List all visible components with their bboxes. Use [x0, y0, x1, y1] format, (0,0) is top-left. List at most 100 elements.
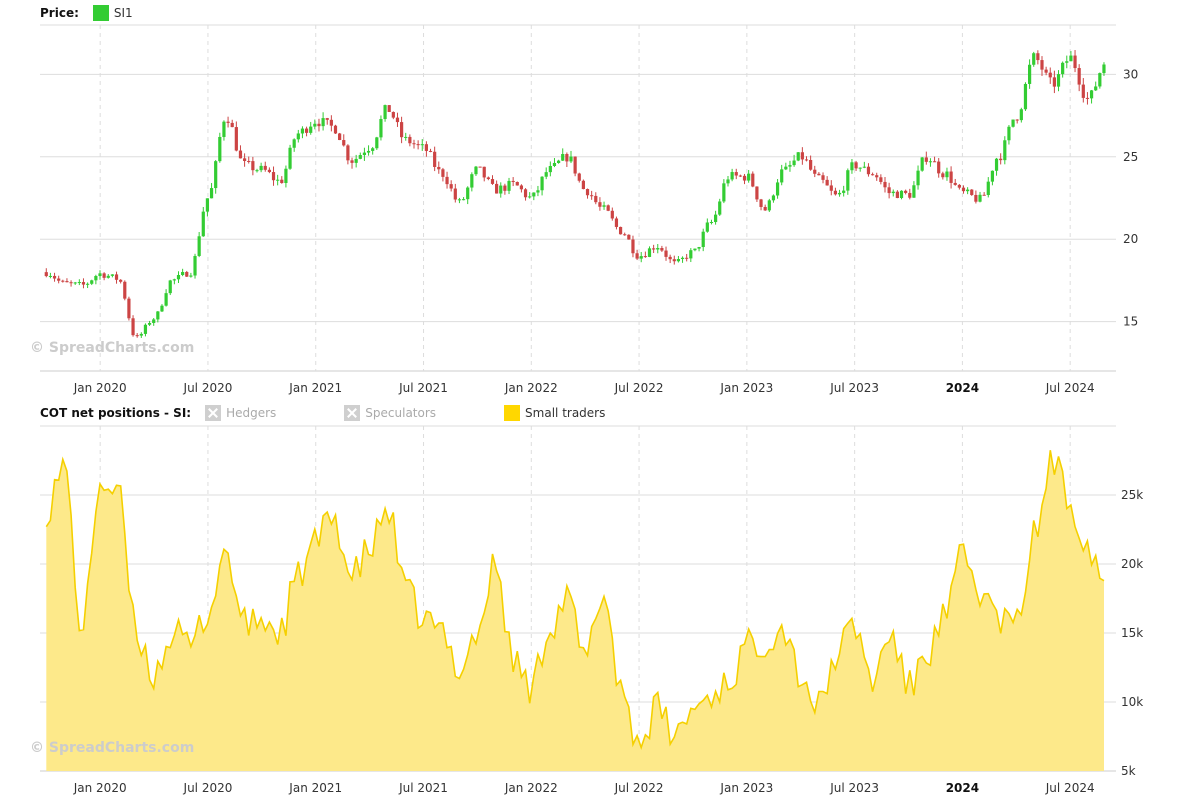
candle-body: [77, 282, 81, 284]
candle-body: [676, 259, 681, 262]
legend-swatch-si1: [92, 5, 109, 21]
candle-body: [866, 166, 871, 175]
candle-body: [209, 188, 214, 199]
legend-item-si1[interactable]: SI1: [92, 5, 133, 21]
candle-body: [280, 179, 284, 184]
candle-body: [920, 157, 924, 171]
candle-body: [660, 248, 664, 251]
candle-body: [519, 185, 524, 190]
candle-body: [1069, 55, 1073, 62]
candle-body: [247, 160, 251, 162]
candle-body: [366, 150, 371, 153]
candle-body: [490, 179, 495, 184]
candle-body: [395, 117, 400, 123]
candle-body: [895, 191, 899, 199]
candle-body: [461, 199, 466, 201]
candle-body: [379, 119, 383, 138]
candle-body: [978, 194, 982, 202]
candle-body: [647, 248, 652, 257]
price-y-tick-label: 30: [1123, 67, 1138, 81]
price-legend: Price: SI1: [40, 4, 201, 22]
candle-body: [271, 172, 276, 181]
candle-body: [304, 128, 309, 133]
candle-body: [267, 169, 271, 173]
candle-body: [957, 184, 961, 188]
x-tick-label: Jul 2022: [614, 781, 664, 795]
candle-body: [251, 161, 255, 171]
candle-body: [1032, 53, 1036, 65]
candle-body: [329, 119, 333, 126]
candle-body: [499, 185, 503, 194]
cot-legend: COT net positions - SI: Hedgers Speculat…: [40, 404, 673, 422]
candle-body: [606, 205, 610, 211]
candle-body: [565, 154, 569, 162]
candle-body: [850, 162, 854, 171]
candle-body: [57, 278, 61, 281]
candle-body: [168, 280, 172, 294]
legend-item-speculators[interactable]: Speculators: [344, 405, 436, 421]
candle-body: [767, 200, 771, 211]
candle-body: [904, 190, 908, 193]
candle-body: [143, 324, 148, 334]
candle-body: [453, 188, 457, 200]
candle-body: [689, 250, 693, 259]
legend-item-hedgers[interactable]: Hedgers: [205, 405, 276, 421]
candle-body: [375, 137, 379, 149]
candle-body: [391, 111, 395, 118]
candle-body: [693, 248, 697, 251]
candle-body: [1056, 74, 1061, 87]
candle-body: [110, 274, 114, 276]
candle-body: [156, 311, 160, 320]
legend-item-small-traders[interactable]: Small traders: [504, 405, 605, 421]
candle-body: [982, 194, 986, 196]
x-tick-label: Jul 2020: [183, 381, 233, 395]
x-tick-label: Jan 2023: [719, 381, 773, 395]
candle-body: [870, 174, 875, 176]
candle-body: [119, 279, 123, 282]
candle-body: [218, 136, 222, 162]
candle-body: [833, 190, 838, 195]
candle-body: [449, 184, 453, 189]
candle-body: [585, 189, 590, 196]
candle-body: [69, 282, 73, 284]
candle-body: [974, 194, 978, 202]
candle-body: [623, 234, 627, 236]
candle-body: [540, 176, 544, 191]
candle-body: [784, 166, 788, 170]
cot-y-tick-label: 15k: [1121, 626, 1143, 640]
candle-body: [928, 161, 933, 163]
candle-body: [362, 152, 367, 156]
candle-body: [1094, 86, 1098, 91]
candle-body: [937, 161, 941, 174]
candle-body: [726, 179, 730, 184]
candle-body: [1003, 140, 1007, 161]
candle-body: [296, 133, 300, 140]
candle-body: [139, 333, 143, 336]
candle-body: [428, 150, 433, 152]
candle-body: [238, 150, 243, 159]
candle-body: [800, 152, 804, 160]
candle-body: [185, 272, 189, 277]
candle-body: [751, 173, 755, 187]
candle-body: [65, 281, 69, 283]
candle-body: [837, 192, 842, 195]
candle-body: [842, 190, 846, 193]
candle-body: [255, 170, 259, 172]
candle-body: [879, 177, 883, 182]
candle-body: [201, 211, 205, 237]
candle-body: [263, 165, 267, 170]
candle-body: [416, 144, 420, 146]
price-y-tick-label: 25: [1123, 150, 1138, 164]
candle-body: [172, 279, 176, 281]
candle-body: [713, 214, 718, 223]
candle-body: [160, 305, 164, 312]
candle-body: [759, 199, 763, 207]
candle-body: [1019, 109, 1023, 121]
candle-body: [561, 154, 565, 161]
candle-body: [412, 143, 416, 145]
candle-body: [986, 181, 990, 195]
candle-body: [858, 167, 862, 169]
candle-body: [495, 183, 499, 194]
candle-body: [437, 166, 441, 170]
candle-body: [1098, 73, 1102, 87]
